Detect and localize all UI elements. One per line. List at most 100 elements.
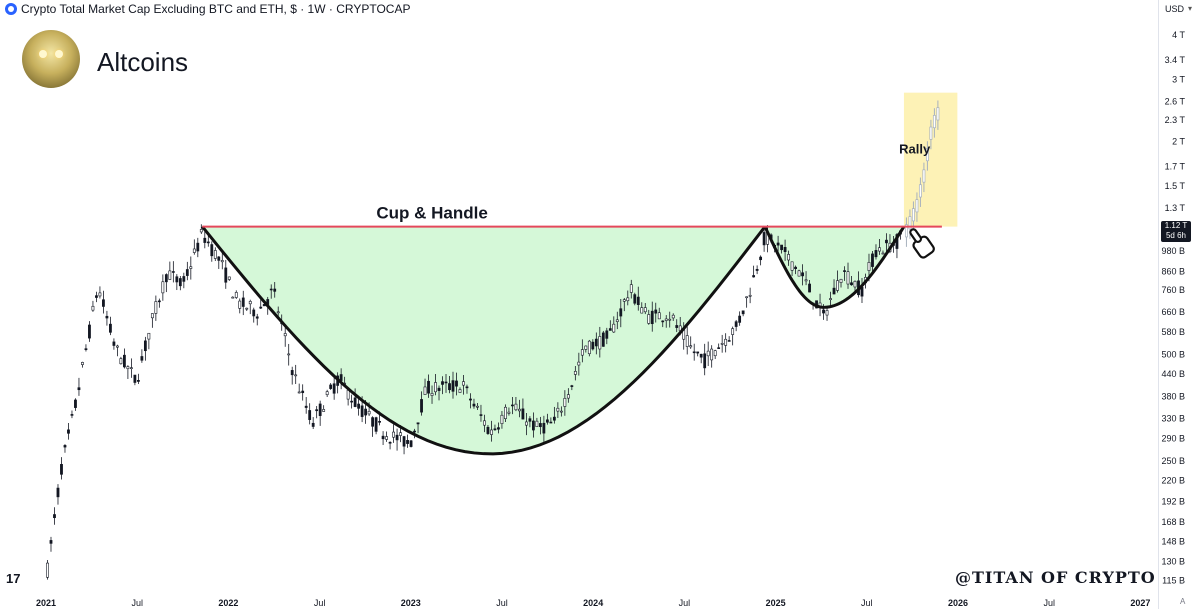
candle-body <box>301 390 305 394</box>
candle-body <box>521 408 525 420</box>
candle-body <box>741 310 745 315</box>
candle-body <box>598 336 602 350</box>
candle-body <box>689 345 693 348</box>
time-axis: 2021 Jul 2022 Jul 2023 Jul 2024 Jul 2025 Jul 2026 J… <box>36 598 1150 608</box>
candle-body <box>787 254 790 261</box>
candle-body <box>367 410 371 415</box>
candle-body <box>119 358 123 365</box>
candle-body <box>430 393 434 396</box>
candle-body <box>455 380 458 387</box>
price-tick-label: 380 B <box>1161 392 1185 402</box>
candle-body <box>647 314 651 324</box>
candle-body <box>745 296 749 299</box>
candle-body <box>549 421 553 424</box>
candle-body <box>164 274 168 283</box>
candle-body <box>388 441 392 444</box>
handle-fill <box>764 226 904 308</box>
candle-body <box>297 391 301 394</box>
rally-label: Rally <box>899 142 931 157</box>
current-price-tag: 1.12 T 5d 6h <box>1161 221 1191 242</box>
candle-body <box>608 328 612 331</box>
candle-body <box>762 232 766 246</box>
candle-body <box>217 256 221 261</box>
candle-body <box>227 276 231 280</box>
candle-body <box>853 280 857 288</box>
candle-body <box>325 391 329 396</box>
auto-scale-toggle[interactable]: A <box>1180 597 1186 606</box>
candle-body <box>497 427 500 430</box>
price-tick-label: 115 B <box>1162 575 1185 585</box>
projected-body <box>915 199 919 213</box>
candle-body <box>860 286 864 297</box>
candle-body <box>126 366 130 370</box>
price-tick-label: 130 B <box>1161 557 1185 567</box>
candle-body <box>378 420 381 423</box>
projected-body <box>904 224 908 238</box>
currency-selector[interactable]: USD <box>1165 4 1185 14</box>
candle-body <box>629 284 633 293</box>
time-tick-label: 2024 <box>583 598 603 608</box>
chart-header: Crypto Total Market Cap Excluding BTC an… <box>0 0 1158 18</box>
candle-body <box>374 417 378 432</box>
candle-body <box>276 311 280 314</box>
candle-body <box>77 387 81 391</box>
candle-body <box>56 487 60 498</box>
bar-countdown: 5d 6h <box>1165 231 1187 240</box>
tradingview-logo-icon[interactable]: 17 <box>6 571 21 586</box>
price-axis[interactable] <box>1158 0 1200 609</box>
candles <box>46 224 902 580</box>
candle-body <box>150 313 154 319</box>
candle-body <box>402 436 406 447</box>
price-tick-label: 3 T <box>1172 74 1185 84</box>
candle-body <box>801 272 804 277</box>
candle-body <box>846 271 850 285</box>
candle-body <box>147 332 151 340</box>
price-tick-label: 860 B <box>1161 266 1185 276</box>
candle-body <box>559 410 563 413</box>
candle-body <box>518 408 521 412</box>
candle-body <box>133 374 137 383</box>
candle-body <box>444 381 448 384</box>
candle-body <box>399 432 402 436</box>
candle-body <box>832 287 836 295</box>
candle-body <box>636 296 640 305</box>
price-tick-label: 148 B <box>1161 537 1185 547</box>
candle-body <box>703 353 707 369</box>
candle-body <box>790 261 794 271</box>
candle-body <box>70 414 74 416</box>
candle-body <box>360 405 364 417</box>
candle-body <box>871 253 874 267</box>
time-tick-label: 2026 <box>948 598 968 608</box>
chevron-down-icon[interactable]: ▾ <box>1188 4 1193 13</box>
candle-body <box>531 420 535 431</box>
candle-body <box>67 429 70 434</box>
candle-body <box>199 229 203 233</box>
candle-body <box>671 314 675 319</box>
candle-body <box>154 301 158 314</box>
candle-body <box>563 398 567 407</box>
candle-body <box>252 309 256 317</box>
hand-finger <box>909 228 923 243</box>
current-price-value: 1.12 T <box>1164 221 1188 230</box>
candle-body <box>259 306 263 309</box>
candle-body <box>287 353 291 356</box>
candle-body <box>612 323 616 333</box>
candle-body <box>717 347 721 349</box>
candle-body <box>556 407 560 412</box>
candle-body <box>371 417 374 427</box>
candle-body <box>238 300 242 309</box>
pattern-label: Cup & Handle <box>376 204 487 223</box>
candle-body <box>304 405 308 408</box>
candle-body <box>755 268 759 271</box>
price-axis-labels: 4 T 3.4 T 3 T 2.6 T 2.3 T 2 T 1.7 T 1.5 T 1.3 T 9… <box>1161 30 1186 585</box>
candle-body <box>182 276 186 282</box>
price-tick-label: 2.6 T <box>1165 96 1186 106</box>
time-tick-label: Jul <box>679 598 691 608</box>
candle-body <box>81 362 84 365</box>
candle-body <box>420 399 423 413</box>
candle-body <box>315 409 319 412</box>
candle-body <box>776 242 780 246</box>
candle-body <box>710 348 714 361</box>
candle-body <box>476 405 479 408</box>
